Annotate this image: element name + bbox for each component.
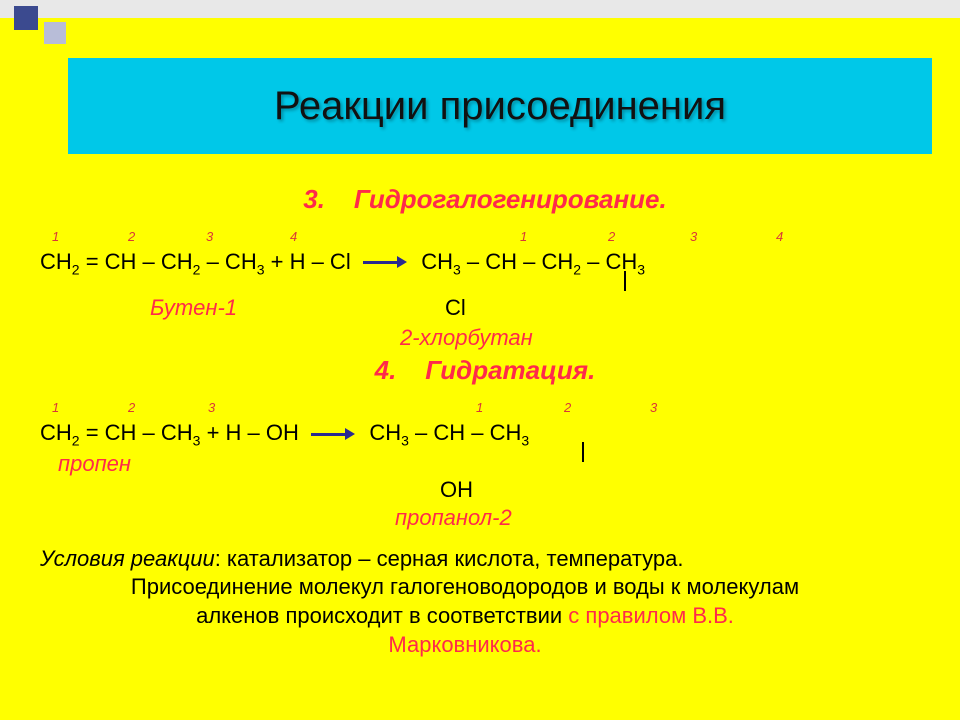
eq2-sub-row: OH [40,477,930,505]
section-3-num: 3. [303,184,325,214]
cnum: 3 [690,229,697,244]
s: 2 [573,261,581,277]
cond-label: Условия реакции [40,546,215,571]
cnum: 1 [476,400,483,415]
conditions-text: Условия реакции: катализатор – серная ки… [40,545,930,659]
eq1-reactant-name: Бутен-1 [150,295,237,321]
f: + H – Cl [265,249,351,274]
cnum: 4 [776,229,783,244]
f: = CH – CH [80,420,193,445]
equation-2: CH2 = CH – CH3 + H – OH CH3 – CH – CH3 [40,420,930,448]
cond-body1: : катализатор – серная кислота, температ… [215,546,684,571]
section-4-name: Гидратация. [425,355,595,385]
cnum: 1 [52,400,59,415]
f: CH [369,420,401,445]
section-3-name: Гидрогалогенирование. [354,184,667,214]
s: 3 [257,261,265,277]
cnum: 2 [608,229,615,244]
cnum: 3 [208,400,215,415]
f: + H – OH [200,420,298,445]
eq2-reactant-row: пропен [40,451,930,477]
f: – CH – CH [409,420,521,445]
eq2-carbon-numbers: 1 2 3 1 2 3 [40,400,930,416]
cond-body3a: алкенов происходит в соответствии [196,603,568,628]
section-4-num: 4. [375,355,397,385]
s: 2 [72,433,80,449]
equation-1: CH2 = CH – CH2 – CH3 + H – Cl CH3 – CH –… [40,249,930,277]
s: 2 [72,261,80,277]
eq1-names-row2: 2-хлорбутан [40,325,930,355]
f: – CH [200,249,256,274]
eq2-reactant-name: пропен [58,451,131,477]
section-3-heading: 3. Гидрогалогенирование. [40,184,930,215]
reaction-arrow-icon [311,428,357,442]
cnum: 2 [128,229,135,244]
cnum: 2 [564,400,571,415]
bond-vertical [624,271,626,291]
cnum: 3 [206,229,213,244]
eq1-carbon-numbers: 1 2 3 4 1 2 3 4 [40,229,930,245]
decor-square-light [44,22,66,44]
decor-square-dark [14,6,38,30]
rule-text-1: с правилом В.В. [568,603,734,628]
slide-title: Реакции присоединения [274,84,726,129]
cnum: 1 [520,229,527,244]
f: – CH [581,249,637,274]
eq2-product-name: пропанол-2 [395,505,512,531]
section-4-heading: 4. Гидратация. [40,355,930,386]
cnum: 2 [128,400,135,415]
cnum: 3 [650,400,657,415]
eq2-product-row: пропанол-2 [40,505,930,535]
s: 3 [453,261,461,277]
f: CH [421,249,453,274]
f: = CH – CH [80,249,193,274]
cnum: 1 [52,229,59,244]
slide-body: 3. Гидрогалогенирование. 1 2 3 4 1 2 3 4… [40,178,930,710]
eq1-sub-atom: Cl [445,295,466,321]
rule-text-2: Марковникова. [388,632,541,657]
s: 3 [401,433,409,449]
eq1-product-name: 2-хлорбутан [400,325,533,351]
f: CH [40,420,72,445]
cnum: 4 [290,229,297,244]
reaction-arrow-icon [363,256,409,270]
f: – CH – CH [461,249,573,274]
eq1-names-row1: Бутен-1 Cl [40,295,930,325]
eq2-sub-atom: OH [440,477,473,503]
s: 3 [637,261,645,277]
title-band: Реакции присоединения [68,58,932,154]
cond-body2: Присоединение молекул галогеноводородов … [131,574,799,599]
s: 3 [521,433,529,449]
window-top-strip [0,0,960,18]
f: CH [40,249,72,274]
